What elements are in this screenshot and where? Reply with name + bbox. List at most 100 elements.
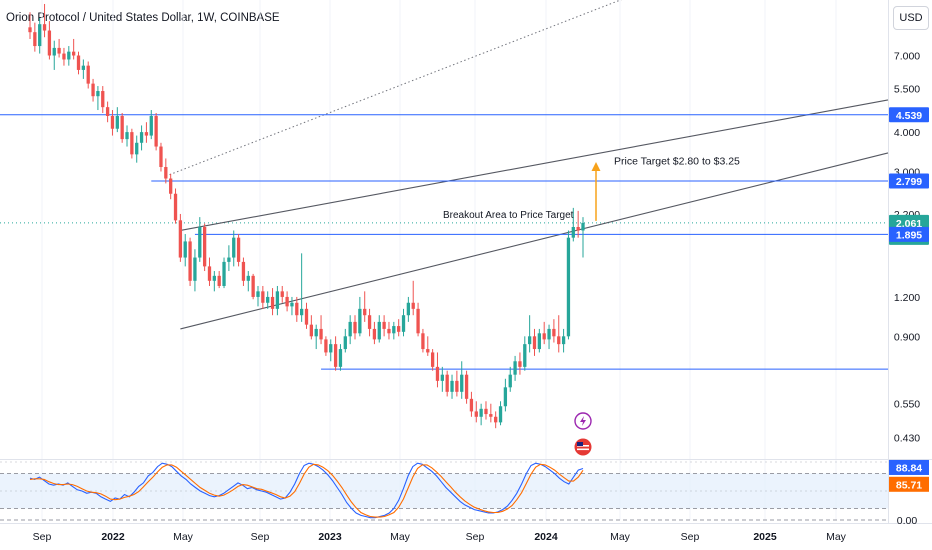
price-label-text: 1.895 (896, 229, 922, 241)
candle-body (377, 321, 381, 340)
time-axis[interactable]: Sep 2022 May Sep 2023 May Sep 2024 May Sep 2025 May (33, 531, 847, 543)
candles (28, 3, 585, 429)
osc-readout-text: 88.84 (896, 462, 922, 474)
candle-body (358, 308, 362, 334)
candle-body (101, 91, 105, 108)
candle-body (261, 291, 265, 303)
osc-tick-label: 0.00 (897, 515, 918, 527)
candle-body (469, 398, 474, 412)
x-tick-label: Sep (33, 531, 52, 543)
candle-body (382, 321, 386, 329)
candle-body (183, 241, 187, 258)
candle-body (503, 387, 508, 407)
candle-body (57, 47, 61, 54)
candle-body (484, 408, 488, 415)
candle-body (508, 374, 512, 388)
candle-body (72, 51, 76, 56)
x-tick-label: 2024 (534, 531, 558, 543)
candle-body (295, 302, 299, 316)
candle-body (139, 132, 144, 143)
event-icons[interactable] (574, 412, 592, 456)
candle-body (246, 275, 250, 281)
trend-lines (165, 0, 889, 330)
x-tick-label: Sep (251, 531, 270, 543)
price-grid (0, 0, 932, 524)
candle-body (348, 321, 352, 337)
candle-body (566, 237, 571, 337)
y-tick-label: 1.200 (894, 292, 920, 304)
y-tick-label: 0.430 (894, 432, 920, 444)
candle-body (523, 344, 527, 367)
y-tick-label: 7.000 (894, 51, 920, 63)
currency-selector-button[interactable]: USD (893, 6, 929, 30)
candle-body (241, 261, 246, 281)
candle-body (576, 227, 580, 231)
candle-body (76, 55, 81, 70)
candle-body (28, 27, 32, 33)
y-tick-label: 5.500 (894, 84, 920, 96)
candle-body (411, 302, 415, 309)
price-axis[interactable]: 7.0005.5004.0003.0002.2001.2000.9000.550… (889, 51, 929, 527)
candle-body (518, 361, 522, 367)
candle-body (537, 333, 541, 350)
candle-body (275, 291, 280, 309)
candle-body (67, 51, 71, 60)
horizontal-levels[interactable] (0, 114, 888, 370)
candle-body (435, 366, 440, 381)
candle-body (222, 261, 226, 286)
candle-body (202, 227, 207, 267)
candle-body (532, 336, 537, 350)
x-tick-label: May (610, 531, 631, 543)
x-tick-label: May (173, 531, 194, 543)
price-label-box (889, 107, 929, 123)
candle-body (309, 324, 314, 337)
x-tick-label: May (390, 531, 411, 543)
annotations: Price Target $2.80 to $3.25 Breakout Area… (443, 156, 740, 221)
candle-body (33, 32, 37, 47)
candle-body (164, 167, 168, 179)
candle-body (367, 315, 372, 329)
candle-body (120, 115, 124, 140)
osc-readout-box (889, 459, 929, 475)
y-tick-label: 0.900 (894, 331, 920, 343)
candle-body (280, 291, 284, 297)
trend-line-channel-upper (180, 99, 889, 232)
trend-line-channel-lower (180, 152, 889, 330)
trend-line-dotted-upper (165, 0, 622, 177)
candle-body (115, 115, 119, 129)
candle-body (198, 227, 202, 258)
stoch-line-k (29, 462, 584, 519)
stochastic-panel (0, 461, 888, 521)
candle-body (557, 336, 561, 345)
candle-body (581, 222, 585, 231)
candle-body (333, 344, 338, 367)
annotation-breakout-area: Breakout Area to Price Target (443, 210, 574, 221)
candle-body (440, 374, 444, 381)
candle-body (426, 349, 430, 353)
candle-body (387, 328, 391, 334)
candle-body (173, 193, 178, 221)
candle-body (479, 408, 483, 417)
candle-body (455, 380, 459, 392)
candle-body (392, 326, 396, 334)
candle-body (236, 237, 241, 262)
candle-body (105, 107, 110, 116)
candle-body (62, 53, 66, 60)
osc-readout-text: 85.71 (896, 479, 922, 491)
candle-body (460, 374, 464, 392)
candle-body (421, 333, 425, 350)
candle-body (232, 237, 236, 258)
x-tick-label: Sep (466, 531, 485, 543)
lightning-icon (580, 416, 586, 426)
osc-readout-box (889, 476, 929, 492)
candle-body (406, 302, 411, 316)
candle-body (571, 227, 575, 238)
candle-body (329, 344, 333, 353)
candle-body (149, 115, 153, 136)
flag-canton (577, 442, 583, 446)
candle-body (542, 333, 546, 340)
candle-body (474, 411, 478, 417)
flag-stripe (577, 448, 589, 451)
candle-body (42, 24, 47, 31)
